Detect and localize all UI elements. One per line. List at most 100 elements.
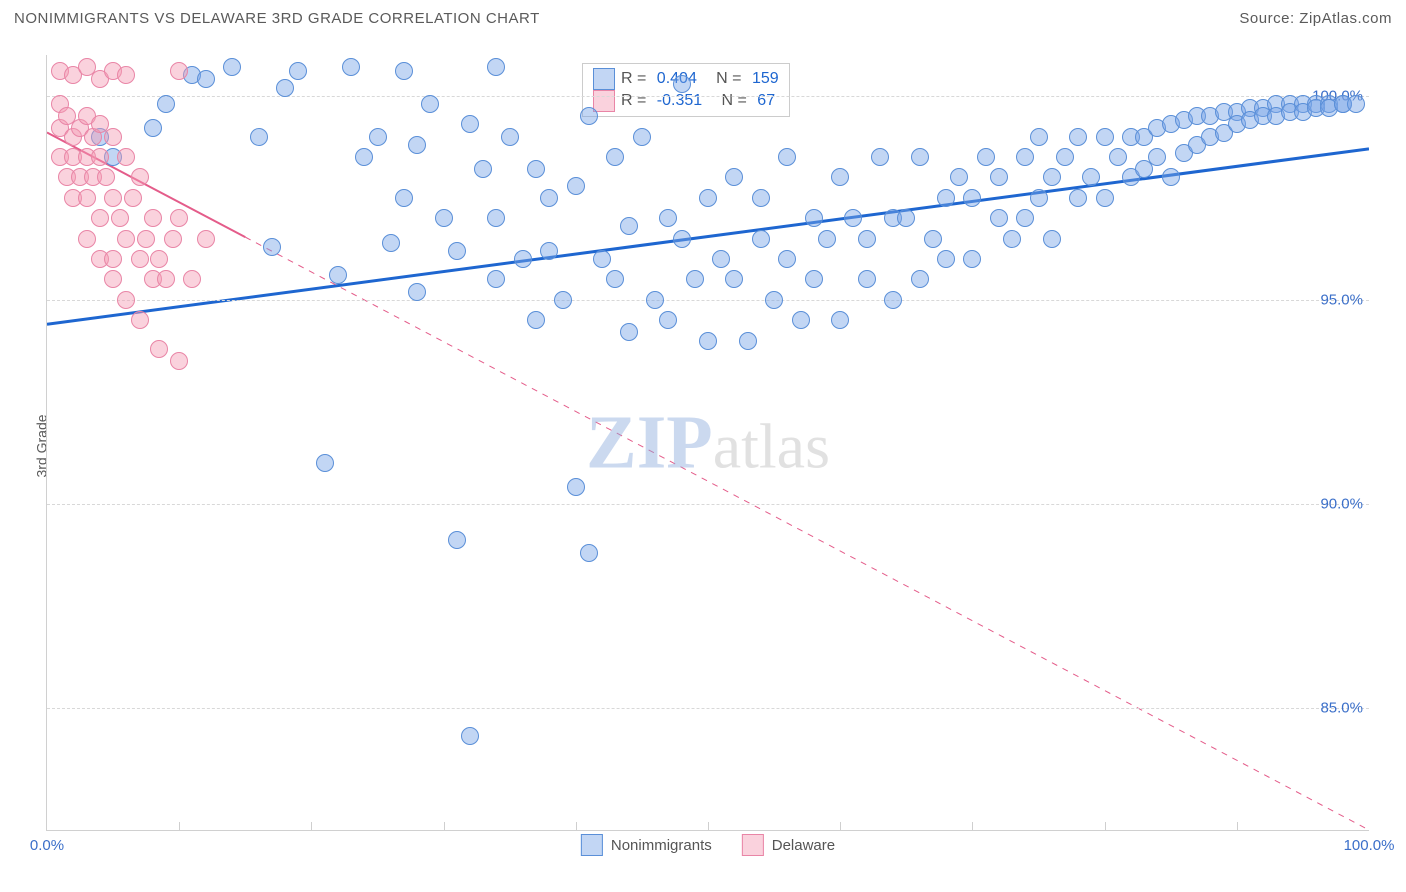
- data-point: [897, 209, 915, 227]
- data-point: [593, 250, 611, 268]
- data-point: [659, 209, 677, 227]
- data-point: [765, 291, 783, 309]
- data-point: [725, 168, 743, 186]
- data-point: [144, 119, 162, 137]
- data-point: [435, 209, 453, 227]
- data-point: [117, 230, 135, 248]
- y-tick-label: 90.0%: [1320, 495, 1363, 512]
- data-point: [911, 148, 929, 166]
- data-point: [395, 62, 413, 80]
- data-point: [408, 136, 426, 154]
- data-point: [739, 332, 757, 350]
- data-point: [699, 332, 717, 350]
- data-point: [150, 340, 168, 358]
- data-point: [124, 189, 142, 207]
- data-point: [117, 148, 135, 166]
- data-point: [170, 209, 188, 227]
- data-point: [487, 58, 505, 76]
- data-point: [487, 270, 505, 288]
- data-point: [157, 95, 175, 113]
- data-point: [501, 128, 519, 146]
- data-point: [223, 58, 241, 76]
- data-point: [369, 128, 387, 146]
- data-point: [620, 323, 638, 341]
- data-point: [937, 250, 955, 268]
- data-point: [633, 128, 651, 146]
- data-point: [1003, 230, 1021, 248]
- data-point: [104, 189, 122, 207]
- data-point: [197, 230, 215, 248]
- data-point: [963, 250, 981, 268]
- data-point: [1043, 168, 1061, 186]
- series-legend: Nonimmigrants Delaware: [581, 834, 835, 856]
- data-point: [990, 168, 1008, 186]
- data-point: [144, 209, 162, 227]
- data-point: [712, 250, 730, 268]
- x-tick: [1105, 822, 1106, 830]
- data-point: [831, 168, 849, 186]
- data-point: [818, 230, 836, 248]
- data-point: [448, 242, 466, 260]
- data-point: [78, 230, 96, 248]
- data-point: [752, 189, 770, 207]
- x-tick: [311, 822, 312, 830]
- data-point: [395, 189, 413, 207]
- gridline: [47, 708, 1369, 709]
- data-point: [831, 311, 849, 329]
- data-point: [580, 544, 598, 562]
- gridline: [47, 300, 1369, 301]
- data-point: [408, 283, 426, 301]
- x-tick: [708, 822, 709, 830]
- data-point: [977, 148, 995, 166]
- data-point: [131, 168, 149, 186]
- x-tick: [972, 822, 973, 830]
- data-point: [606, 148, 624, 166]
- data-point: [97, 168, 115, 186]
- data-point: [1096, 128, 1114, 146]
- data-point: [164, 230, 182, 248]
- data-point: [316, 454, 334, 472]
- data-point: [871, 148, 889, 166]
- data-point: [461, 115, 479, 133]
- data-point: [183, 270, 201, 288]
- data-point: [104, 270, 122, 288]
- x-tick: [1237, 822, 1238, 830]
- data-point: [725, 270, 743, 288]
- data-point: [540, 242, 558, 260]
- legend-label: Delaware: [772, 837, 835, 854]
- x-tick: [840, 822, 841, 830]
- data-point: [263, 238, 281, 256]
- data-point: [276, 79, 294, 97]
- data-point: [91, 209, 109, 227]
- x-tick: [179, 822, 180, 830]
- data-point: [1043, 230, 1061, 248]
- data-point: [487, 209, 505, 227]
- data-point: [111, 209, 129, 227]
- data-point: [1069, 189, 1087, 207]
- data-point: [937, 189, 955, 207]
- legend-row: R = -0.351 N = 67: [593, 90, 779, 112]
- data-point: [1016, 148, 1034, 166]
- data-point: [421, 95, 439, 113]
- data-point: [659, 311, 677, 329]
- gridline: [47, 96, 1369, 97]
- data-point: [104, 250, 122, 268]
- data-point: [1148, 148, 1166, 166]
- data-point: [329, 266, 347, 284]
- data-point: [131, 250, 149, 268]
- data-point: [461, 727, 479, 745]
- data-point: [858, 230, 876, 248]
- legend-swatch: [742, 834, 764, 856]
- data-point: [1069, 128, 1087, 146]
- data-point: [91, 148, 109, 166]
- data-point: [924, 230, 942, 248]
- x-tick: [444, 822, 445, 830]
- gridline: [47, 504, 1369, 505]
- legend-swatch: [581, 834, 603, 856]
- data-point: [567, 177, 585, 195]
- data-point: [1109, 148, 1127, 166]
- legend-label: Nonimmigrants: [611, 837, 712, 854]
- x-tick: [576, 822, 577, 830]
- legend-swatch: [593, 90, 615, 112]
- data-point: [170, 352, 188, 370]
